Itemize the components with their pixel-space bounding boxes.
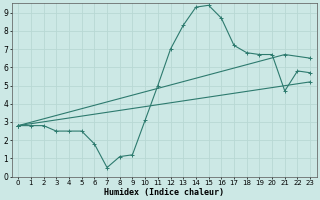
- X-axis label: Humidex (Indice chaleur): Humidex (Indice chaleur): [104, 188, 224, 197]
